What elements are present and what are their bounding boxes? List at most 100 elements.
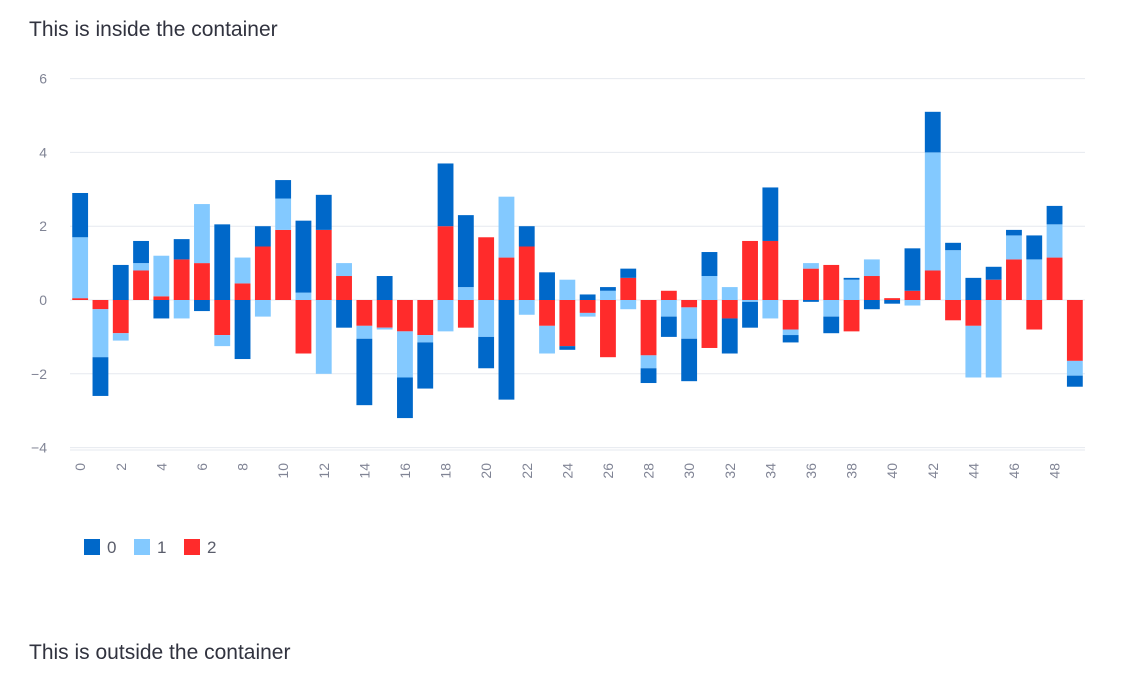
bar-series-2[interactable] <box>539 300 555 326</box>
bar-series-0[interactable] <box>945 242 961 251</box>
legend-label-1[interactable]: 1 <box>157 538 166 557</box>
bar-series-1[interactable] <box>1046 224 1063 258</box>
bar-series-0[interactable] <box>214 224 231 300</box>
bar-series-1[interactable] <box>742 300 758 302</box>
bar-series-0[interactable] <box>295 220 312 293</box>
bar-series-1[interactable] <box>640 355 657 369</box>
bar-series-2[interactable] <box>133 270 149 300</box>
bar-series-2[interactable] <box>620 277 637 300</box>
bar-series-2[interactable] <box>498 257 515 300</box>
bar-series-0[interactable] <box>721 318 738 354</box>
bar-series-1[interactable] <box>437 300 454 332</box>
bar-series-0[interactable] <box>72 192 89 238</box>
bar-series-2[interactable] <box>924 270 941 300</box>
bar-series-0[interactable] <box>701 252 718 277</box>
bar-series-0[interactable] <box>762 187 779 241</box>
bar-series-1[interactable] <box>620 300 637 310</box>
bar-series-1[interactable] <box>985 300 1002 378</box>
bar-series-0[interactable] <box>133 240 149 264</box>
bar-series-1[interactable] <box>1006 235 1022 260</box>
bar-series-0[interactable] <box>904 248 921 291</box>
legend-swatch-1[interactable] <box>134 539 150 555</box>
bar-series-2[interactable] <box>437 226 454 300</box>
bar-series-2[interactable] <box>315 229 332 300</box>
bar-series-1[interactable] <box>153 255 170 297</box>
bar-series-1[interactable] <box>234 257 251 284</box>
bar-series-2[interactable] <box>640 300 657 356</box>
bar-series-1[interactable] <box>295 292 312 300</box>
bar-series-1[interactable] <box>681 307 698 339</box>
bar-series-1[interactable] <box>173 300 190 319</box>
bar-series-1[interactable] <box>965 325 982 378</box>
bar-series-2[interactable] <box>559 300 576 347</box>
bar-series-1[interactable] <box>782 329 799 336</box>
bar-series-0[interactable] <box>437 163 454 227</box>
bar-series-0[interactable] <box>660 316 677 337</box>
bar-series-0[interactable] <box>376 276 393 300</box>
bar-series-1[interactable] <box>133 263 149 271</box>
bar-series-1[interactable] <box>823 300 840 317</box>
legend-label-2[interactable]: 2 <box>207 538 216 557</box>
bar-series-2[interactable] <box>112 300 129 334</box>
bar-series-2[interactable] <box>254 246 271 300</box>
bar-series-2[interactable] <box>721 300 738 319</box>
bar-series-0[interactable] <box>1006 229 1022 236</box>
bar-series-0[interactable] <box>965 277 982 300</box>
bar-series-2[interactable] <box>681 300 698 308</box>
bar-series-0[interactable] <box>985 266 1002 280</box>
bar-series-2[interactable] <box>92 300 109 310</box>
legend-label-0[interactable]: 0 <box>107 538 116 557</box>
bar-series-2[interactable] <box>478 237 495 300</box>
bar-series-2[interactable] <box>518 246 535 300</box>
bar-series-2[interactable] <box>234 283 251 300</box>
bar-series-2[interactable] <box>295 300 312 354</box>
bar-series-1[interactable] <box>762 300 779 319</box>
bar-series-2[interactable] <box>214 300 231 336</box>
bar-series-1[interactable] <box>660 300 677 317</box>
bar-series-0[interactable] <box>640 368 657 384</box>
bar-series-0[interactable] <box>559 346 576 350</box>
bar-series-2[interactable] <box>1046 257 1063 300</box>
bar-series-1[interactable] <box>559 279 576 300</box>
bar-series-0[interactable] <box>315 194 332 230</box>
bar-series-1[interactable] <box>72 237 89 299</box>
bar-series-2[interactable] <box>742 240 758 300</box>
bar-series-0[interactable] <box>1066 375 1083 387</box>
bar-series-0[interactable] <box>884 300 901 304</box>
bar-series-0[interactable] <box>823 316 840 334</box>
bar-series-0[interactable] <box>397 377 413 419</box>
bar-series-1[interactable] <box>721 287 738 300</box>
bar-series-2[interactable] <box>600 300 616 358</box>
bar-series-0[interactable] <box>417 342 434 389</box>
bar-series-0[interactable] <box>194 300 210 312</box>
bar-series-1[interactable] <box>457 287 474 300</box>
bar-series-0[interactable] <box>153 300 170 319</box>
bar-series-2[interactable] <box>579 300 596 313</box>
bar-series-1[interactable] <box>194 204 210 264</box>
bar-series-0[interactable] <box>1026 235 1043 260</box>
bar-series-1[interactable] <box>478 300 495 337</box>
bar-series-0[interactable] <box>803 300 819 302</box>
bar-series-1[interactable] <box>945 250 961 300</box>
bar-series-2[interactable] <box>397 300 413 332</box>
bar-series-1[interactable] <box>376 327 393 330</box>
bar-series-2[interactable] <box>457 300 474 328</box>
bar-series-2[interactable] <box>965 300 982 326</box>
bar-series-2[interactable] <box>803 268 819 300</box>
bar-series-0[interactable] <box>681 338 698 382</box>
bar-series-0[interactable] <box>234 300 251 360</box>
bar-series-2[interactable] <box>884 298 901 300</box>
bar-series-1[interactable] <box>904 300 921 306</box>
bar-series-2[interactable] <box>1066 300 1083 361</box>
bar-series-0[interactable] <box>254 226 271 247</box>
bar-series-1[interactable] <box>924 152 941 271</box>
bar-series-0[interactable] <box>92 357 109 396</box>
bar-series-1[interactable] <box>579 312 596 317</box>
bar-series-1[interactable] <box>1066 360 1083 376</box>
bar-series-1[interactable] <box>397 331 413 378</box>
bar-series-0[interactable] <box>518 226 535 247</box>
bar-series-2[interactable] <box>356 300 373 326</box>
bar-series-1[interactable] <box>356 325 373 339</box>
bar-series-1[interactable] <box>498 196 515 258</box>
bar-series-0[interactable] <box>742 301 758 328</box>
